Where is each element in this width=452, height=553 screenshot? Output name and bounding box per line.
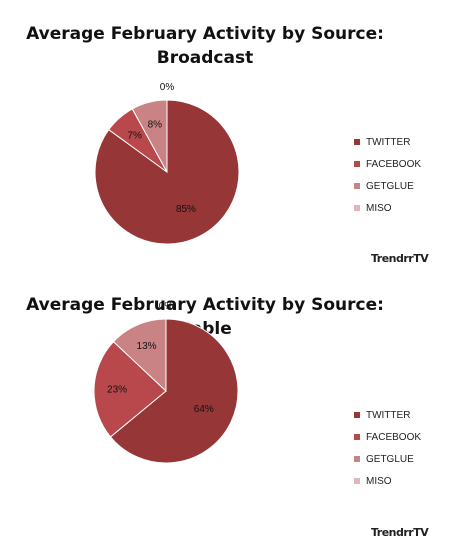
- chart-title-line: Average February Activity by Source:: [26, 295, 384, 315]
- data-label-twitter: 64%: [194, 404, 214, 415]
- chart-title: Average February Activity by Source: Bro…: [0, 22, 410, 70]
- legend-item-miso: MISO: [354, 197, 421, 219]
- chart-panel-broadcast: Average February Activity by Source: Bro…: [0, 0, 452, 276]
- chart-subtitle-line: Broadcast: [156, 48, 254, 68]
- legend-swatch: [354, 161, 360, 167]
- pie-slice-getglue: [112, 318, 167, 393]
- legend-label: FACEBOOK: [366, 158, 422, 170]
- legend-label: GETGLUE: [366, 180, 414, 192]
- legend-item-twitter: TWITTER: [354, 404, 421, 426]
- pie-chart-broadcast: 85% 7% 8% 0%: [94, 82, 240, 245]
- data-label-getglue: 8%: [148, 120, 163, 131]
- legend-item-facebook: FACEBOOK: [354, 153, 421, 175]
- legend-swatch: [354, 456, 360, 462]
- data-label-miso: 0%: [159, 301, 174, 312]
- legend-swatch: [354, 434, 360, 440]
- legend-label: MISO: [366, 202, 392, 214]
- data-label-getglue: 13%: [137, 341, 157, 352]
- data-label-facebook: 7%: [127, 130, 142, 141]
- chart-title-line: Average February Activity by Source:: [26, 24, 384, 44]
- legend-swatch: [354, 412, 360, 418]
- legend-label: FACEBOOK: [366, 431, 422, 443]
- data-label-twitter: 85%: [176, 204, 196, 215]
- chart-legend: TWITTER FACEBOOK GETGLUE MISO: [354, 131, 421, 219]
- legend-swatch: [354, 205, 360, 211]
- legend-item-getglue: GETGLUE: [354, 175, 421, 197]
- pie-slice-facebook: [93, 341, 167, 438]
- legend-label: TWITTER: [366, 136, 411, 148]
- legend-swatch: [354, 139, 360, 145]
- pie-slice-twitter: [109, 318, 239, 464]
- legend-label: MISO: [366, 475, 392, 487]
- legend-swatch: [354, 183, 360, 189]
- chart-panel-cable: Average February Activity by Source: Cab…: [0, 276, 452, 552]
- legend-label: GETGLUE: [366, 453, 414, 465]
- legend-item-twitter: TWITTER: [354, 131, 421, 153]
- chart-legend: TWITTER FACEBOOK GETGLUE MISO: [354, 404, 421, 492]
- pie-slice-getglue: [131, 99, 168, 173]
- data-label-miso: 0%: [160, 82, 175, 93]
- pie-chart-cable: 64% 23% 13% 0%: [93, 301, 239, 464]
- watermark-logo: TrendrrTV: [371, 252, 429, 265]
- legend-label: TWITTER: [366, 409, 411, 421]
- watermark-logo: TrendrrTV: [371, 526, 429, 539]
- legend-item-facebook: FACEBOOK: [354, 426, 421, 448]
- legend-item-getglue: GETGLUE: [354, 448, 421, 470]
- data-label-facebook: 23%: [107, 384, 127, 395]
- legend-item-miso: MISO: [354, 470, 421, 492]
- legend-swatch: [354, 478, 360, 484]
